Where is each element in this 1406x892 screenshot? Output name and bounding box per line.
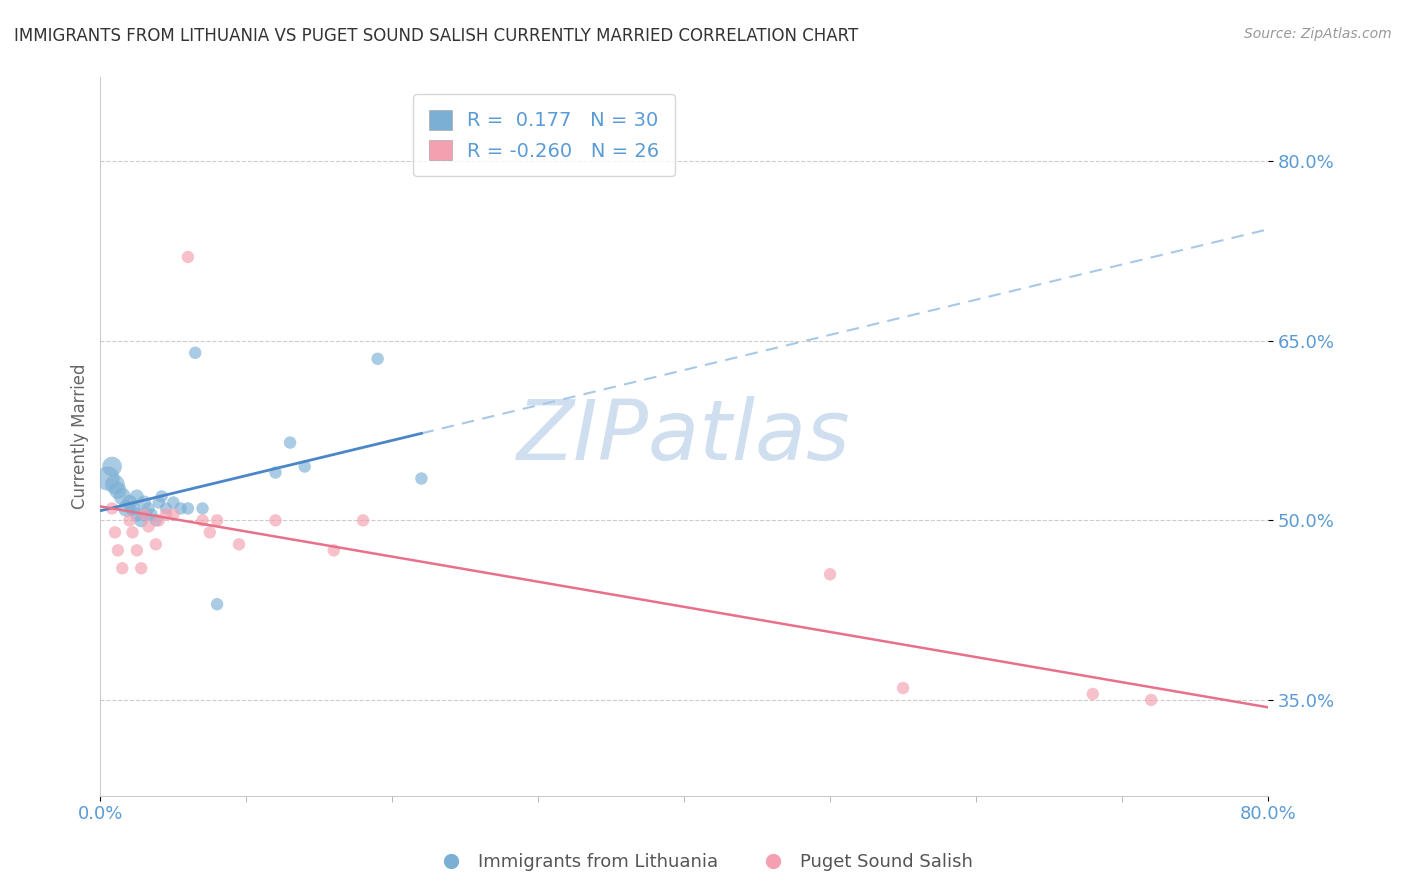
Point [138, 501, 160, 516]
Point [115, 501, 138, 516]
Point [129, 513, 152, 527]
Point [205, 597, 228, 611]
Point [101, 459, 124, 474]
Point [111, 561, 134, 575]
Point [138, 519, 160, 533]
Point [411, 471, 433, 485]
Legend: R =  0.177   N = 30, R = -0.260   N = 26: R = 0.177 N = 30, R = -0.260 N = 26 [413, 95, 675, 177]
Legend: Immigrants from Lithuania, Puget Sound Salish: Immigrants from Lithuania, Puget Sound S… [426, 847, 980, 879]
Point [107, 483, 129, 498]
Point [134, 508, 156, 522]
Point [150, 490, 173, 504]
Point [145, 537, 167, 551]
Point [322, 543, 344, 558]
Text: ZIPatlas: ZIPatlas [517, 396, 851, 477]
Point [264, 466, 287, 480]
Point [148, 495, 170, 509]
Point [278, 435, 301, 450]
Point [228, 537, 250, 551]
Text: IMMIGRANTS FROM LITHUANIA VS PUGET SOUND SALISH CURRENTLY MARRIED CORRELATION CH: IMMIGRANTS FROM LITHUANIA VS PUGET SOUND… [14, 27, 858, 45]
Point [294, 459, 316, 474]
Point [191, 501, 214, 516]
Point [155, 501, 177, 516]
Point [1140, 693, 1163, 707]
Point [205, 513, 228, 527]
Point [134, 495, 156, 509]
Point [129, 561, 152, 575]
Point [125, 508, 148, 522]
Point [352, 513, 374, 527]
Point [169, 501, 191, 516]
Point [184, 346, 207, 360]
Point [141, 508, 163, 522]
Point [118, 513, 141, 527]
Point [101, 501, 124, 516]
Point [125, 490, 148, 504]
Point [155, 508, 177, 522]
Point [891, 681, 914, 695]
Point [111, 490, 134, 504]
Point [191, 513, 214, 527]
Point [264, 513, 287, 527]
Point [177, 250, 200, 264]
Point [198, 525, 221, 540]
Point [134, 508, 156, 522]
Point [104, 525, 127, 540]
Point [121, 501, 143, 516]
Point [125, 543, 148, 558]
Point [162, 508, 184, 522]
Point [107, 543, 129, 558]
Point [818, 567, 841, 582]
Point [1081, 687, 1104, 701]
Point [367, 351, 389, 366]
Point [177, 501, 200, 516]
Point [97, 471, 120, 485]
Point [121, 525, 143, 540]
Point [148, 513, 170, 527]
Point [118, 495, 141, 509]
Y-axis label: Currently Married: Currently Married [72, 364, 89, 509]
Text: Source: ZipAtlas.com: Source: ZipAtlas.com [1244, 27, 1392, 41]
Point [145, 513, 167, 527]
Point [104, 477, 127, 491]
Point [162, 495, 184, 509]
